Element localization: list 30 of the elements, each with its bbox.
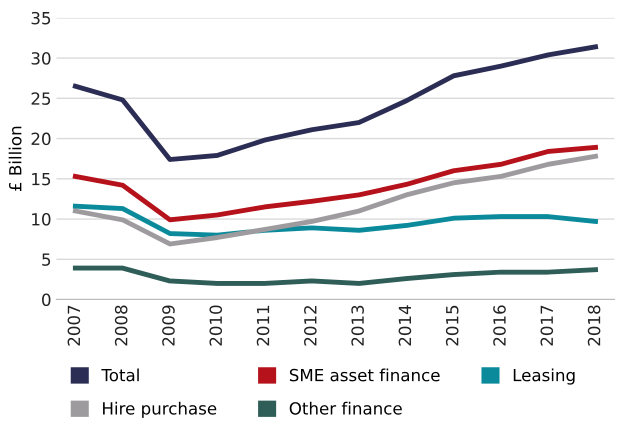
y-tick-label: 5 — [42, 253, 50, 266]
y-tick-label: 20 — [32, 132, 50, 146]
x-tick-label: 2018 — [588, 305, 600, 346]
y-tick-label: 35 — [32, 12, 50, 24]
y-tick-label: 30 — [32, 52, 50, 65]
legend-label: Other finance — [290, 402, 402, 415]
x-tick-label: 2008 — [114, 305, 128, 346]
x-tick-label: 2017 — [540, 306, 554, 346]
x-tick-label: 2012 — [304, 306, 317, 346]
y-tick-label: 0 — [42, 293, 50, 306]
legend-label: SME asset finance — [290, 368, 440, 382]
x-tick-label: 2014 — [398, 305, 412, 346]
legend-label: Hire purchase — [103, 402, 216, 418]
y-tick-label: 25 — [32, 92, 50, 105]
y-axis-title: £ Billion — [8, 126, 22, 191]
x-tick-label: 2015 — [446, 306, 459, 346]
x-tick-label: 2009 — [162, 306, 175, 346]
line-series — [72, 266, 598, 286]
x-tick-label: 2013 — [351, 306, 364, 346]
x-tick-label: 2007 — [68, 306, 80, 346]
x-tick-label: 2011 — [256, 306, 270, 346]
line-series — [72, 154, 598, 246]
y-tick-label: 15 — [32, 172, 50, 186]
x-tick-label: 2016 — [493, 305, 506, 346]
legend-label: Leasing — [514, 368, 575, 385]
line-series — [72, 44, 598, 162]
x-tick-label: 2010 — [209, 305, 222, 346]
y-tick-label: 10 — [32, 212, 50, 226]
line-series — [72, 144, 598, 222]
legend-label: Total — [101, 368, 139, 382]
